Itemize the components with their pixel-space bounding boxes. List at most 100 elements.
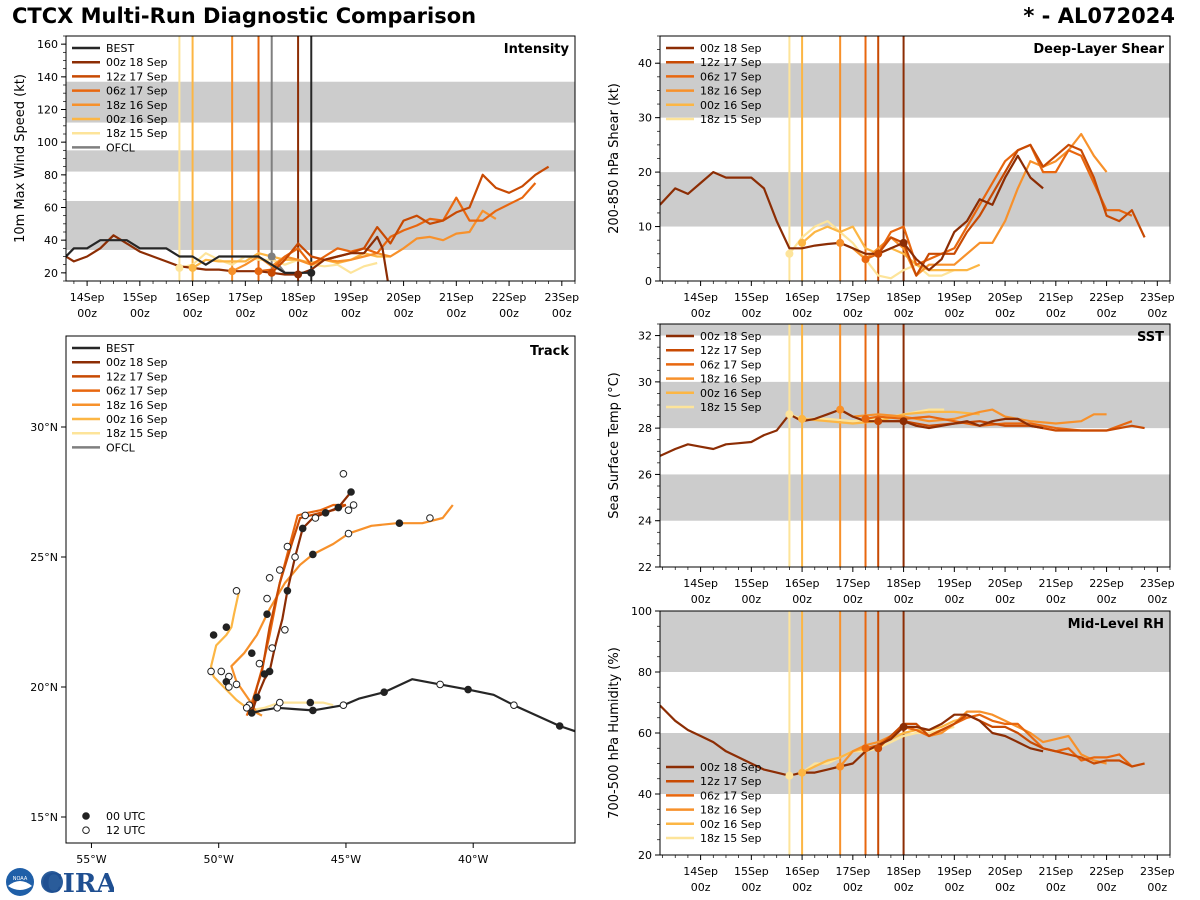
rh-xtick-label-day: 23Sep — [1140, 865, 1175, 878]
sst-plot-area — [660, 324, 1170, 567]
shear-band — [660, 63, 1170, 118]
sst-band — [660, 474, 1170, 521]
rh-xtick-label-hour: 00z — [1147, 881, 1167, 894]
track-point-00utc — [309, 550, 317, 559]
panel-rh: 20 40 60 80 100 14Sep 00z 15Sep 00z 16Sep 00z 17Sep… — [607, 605, 1175, 894]
track-point-12utc — [291, 553, 299, 561]
shear-marker-12z-17-sep — [874, 249, 883, 258]
rh-xtick-label-hour: 00z — [1046, 881, 1066, 894]
sst-xtick-label-hour: 00z — [691, 593, 711, 606]
track-point-00utc — [247, 709, 256, 717]
intensity-ytick-label: 20 — [44, 267, 58, 280]
shear-legend-label: 06z 17 Sep — [700, 70, 762, 83]
rh-xtick-label-day: 17Sep — [835, 865, 870, 878]
intensity-plot-area — [66, 36, 575, 281]
rh-band — [660, 611, 1170, 672]
track-ytick-label: 25°N — [30, 551, 58, 564]
shear-xtick-label-day: 22Sep — [1089, 291, 1124, 304]
intensity-ytick-label: 120 — [37, 104, 58, 117]
shear-marker-00z-16-sep — [798, 238, 807, 247]
track-legend-label: 00z 18 Sep — [106, 356, 168, 369]
shear-ytick-label: 10 — [638, 221, 652, 234]
shear-ytick-label: 40 — [638, 57, 652, 70]
sst-xtick-label-day: 20Sep — [988, 577, 1023, 590]
intensity-marker-00z-18-sep — [294, 270, 303, 279]
intensity-legend-label: 00z 18 Sep — [106, 56, 168, 69]
shear-ytick-label: 30 — [638, 112, 652, 125]
sst-xtick-label-day: 15Sep — [734, 577, 769, 590]
sst-band — [660, 381, 1170, 429]
cira-logo: NOAA CIRA — [6, 868, 114, 898]
rh-xtick-label-day: 21Sep — [1038, 865, 1073, 878]
shear-xtick-label-hour: 00z — [1097, 307, 1117, 320]
track-legend-label: 12z 17 Sep — [106, 370, 168, 383]
track-point-12utc — [207, 667, 215, 676]
shear-legend-label: 18z 16 Sep — [700, 85, 762, 98]
shear-xtick-label-hour: 00z — [1147, 307, 1167, 320]
intensity-legend-label: 12z 17 Sep — [106, 70, 168, 83]
sst-legend-label: 00z 18 Sep — [700, 330, 762, 343]
track-point-12utc — [275, 698, 284, 707]
track-xtick-label: 50°W — [204, 853, 234, 866]
intensity-ytick-label: 160 — [37, 38, 58, 51]
shear-plot-area — [660, 36, 1170, 281]
intensity-marker-00z-16-sep — [188, 263, 197, 272]
rh-marker-00z-16-sep — [798, 768, 807, 777]
track-point-12utc — [339, 470, 348, 478]
rh-xtick-label-day: 19Sep — [937, 865, 972, 878]
rh-xtick-label-day: 18Sep — [886, 865, 921, 878]
track-xtick-label: 40°W — [458, 853, 488, 866]
sst-ytick-label: 30 — [638, 376, 652, 389]
rh-marker-06z-17-sep — [861, 744, 870, 753]
rh-xtick-label-day: 20Sep — [988, 865, 1023, 878]
shear-xtick-label-day: 17Sep — [835, 291, 870, 304]
intensity-marker-06z-17-sep — [254, 267, 263, 276]
track-legend-label: OFCL — [106, 441, 136, 454]
track-marker-legend-symbol — [82, 812, 90, 820]
track-xtick-label: 55°W — [76, 853, 106, 866]
rh-xtick-label-day: 15Sep — [734, 865, 769, 878]
track-ytick-label: 20°N — [30, 681, 58, 694]
shear-ytick-label: 0 — [645, 275, 652, 288]
track-point-12utc — [265, 574, 274, 582]
figure-title: CTCX Multi-Run Diagnostic Comparison — [12, 4, 477, 28]
intensity-marker-18z-16-sep — [228, 267, 237, 276]
intensity-xtick-label-hour: 00z — [130, 307, 150, 320]
sst-xtick-label-day: 23Sep — [1140, 577, 1175, 590]
intensity-legend-label: 18z 16 Sep — [106, 99, 168, 112]
track-point-00utc — [260, 670, 269, 678]
track-point-12utc — [263, 594, 271, 603]
intensity-xtick-label-hour: 00z — [341, 307, 361, 320]
sst-legend-label: 00z 16 Sep — [700, 387, 762, 400]
rh-legend-label: 06z 17 Sep — [700, 789, 762, 802]
sst-panel-title: SST — [1137, 330, 1164, 345]
track-point-12utc — [217, 667, 226, 676]
panel-track: 55°W 50°W 45°W 40°W 15°N 20°N 25°N 30°N Track BES… — [30, 335, 576, 866]
track-point-00utc — [321, 509, 330, 517]
track-point-00utc — [464, 685, 472, 694]
track-series-best — [251, 678, 575, 733]
track-legend-label: 00z 16 Sep — [106, 413, 168, 426]
intensity-xtick-label-day: 15Sep — [122, 291, 157, 304]
sst-marker-18z-15-sep — [785, 410, 794, 419]
intensity-marker-18z-15-sep — [175, 263, 184, 272]
track-point-12utc — [281, 626, 289, 634]
intensity-xtick-label-hour: 00z — [552, 307, 572, 320]
track-point-00utc — [380, 688, 388, 697]
track-point-12utc — [301, 511, 310, 520]
rh-xtick-label-day: 22Sep — [1089, 865, 1124, 878]
track-ytick-label: 30°N — [30, 421, 58, 434]
track-marker-legend-label: 12 UTC — [106, 824, 146, 837]
rh-legend-label: 18z 15 Sep — [700, 832, 762, 845]
track-series-00z-16-sep — [210, 590, 248, 709]
sst-xtick-label-hour: 00z — [894, 593, 914, 606]
rh-xtick-label-hour: 00z — [843, 881, 863, 894]
track-series-18z-15-sep — [249, 701, 334, 712]
intensity-ytick-label: 140 — [37, 71, 58, 84]
track-point-12utc — [510, 701, 518, 710]
rh-ytick-label: 100 — [631, 605, 652, 618]
shear-xtick-label-hour: 00z — [894, 307, 914, 320]
intensity-xtick-label-day: 16Sep — [175, 291, 210, 304]
rh-ytick-label: 20 — [638, 849, 652, 862]
